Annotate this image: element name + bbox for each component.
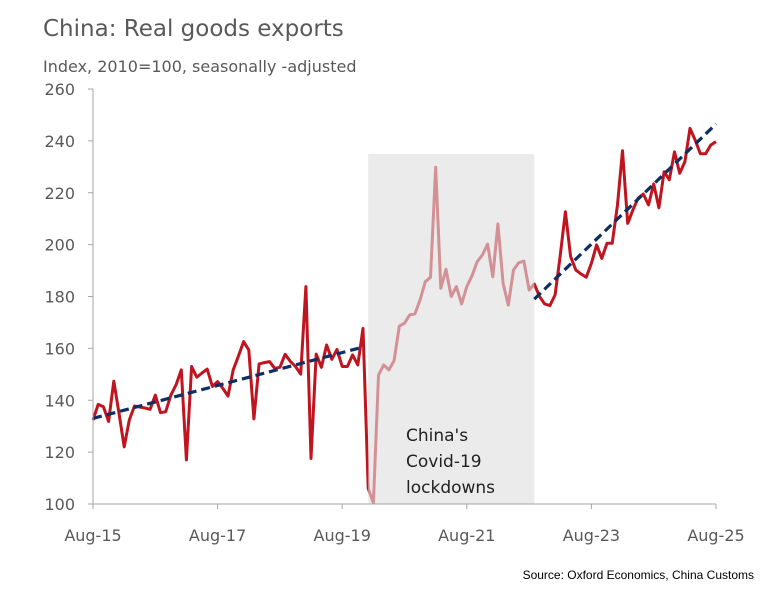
x-tick-label: Aug-25 [687,526,744,545]
lockdown-shaded-region [368,153,535,504]
chart-title: China: Real goods exports [43,16,344,42]
y-tick-label: 160 [44,339,75,358]
y-tick-label: 200 [44,236,75,255]
y-tick-label: 140 [44,391,75,410]
x-tick-label: Aug-17 [189,526,246,545]
y-tick-label: 220 [44,184,75,203]
chart-subtitle: Index, 2010=100, seasonally -adjusted [43,57,357,76]
y-tick-label: 180 [44,288,75,307]
x-tick-label: Aug-23 [563,526,620,545]
lockdown-annotation: China's [406,426,468,446]
lockdown-annotation: lockdowns [406,478,495,498]
y-tick-label: 100 [44,495,75,514]
x-tick-label: Aug-21 [438,526,495,545]
trendline-2 [533,122,718,301]
y-tick-label: 240 [44,132,75,151]
y-tick-label: 260 [44,80,75,99]
source-note: Source: Oxford Economics, China Customs [522,568,754,582]
lockdown-annotation: Covid-19 [406,452,482,472]
x-tick-label: Aug-19 [314,526,371,545]
trendline-1 [92,345,364,420]
x-tick-label: Aug-15 [64,526,121,545]
y-tick-label: 120 [44,443,75,462]
